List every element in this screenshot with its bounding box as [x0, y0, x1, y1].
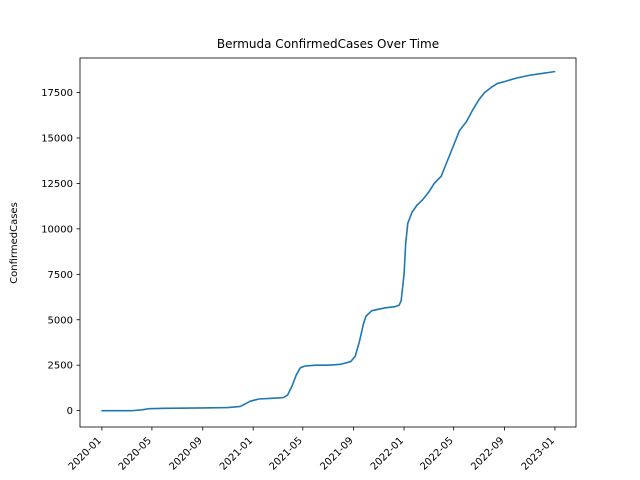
y-tick-label-2: 5000 [48, 315, 73, 326]
y-tick-label-6: 15000 [41, 133, 73, 144]
y-axis-label: ConfirmedCases [9, 202, 20, 284]
y-tick-label-4: 10000 [41, 224, 73, 235]
series-line-0 [101, 70, 556, 412]
y-tick-label-5: 12500 [41, 179, 73, 190]
y-tick-label-1: 2500 [48, 361, 73, 372]
chart-title: Bermuda ConfirmedCases Over Time [217, 37, 439, 51]
axes-frame [79, 57, 577, 428]
y-tick-label-3: 7500 [48, 270, 73, 281]
y-tick-label-7: 17500 [41, 88, 73, 99]
y-tick-label-0: 0 [67, 406, 73, 417]
